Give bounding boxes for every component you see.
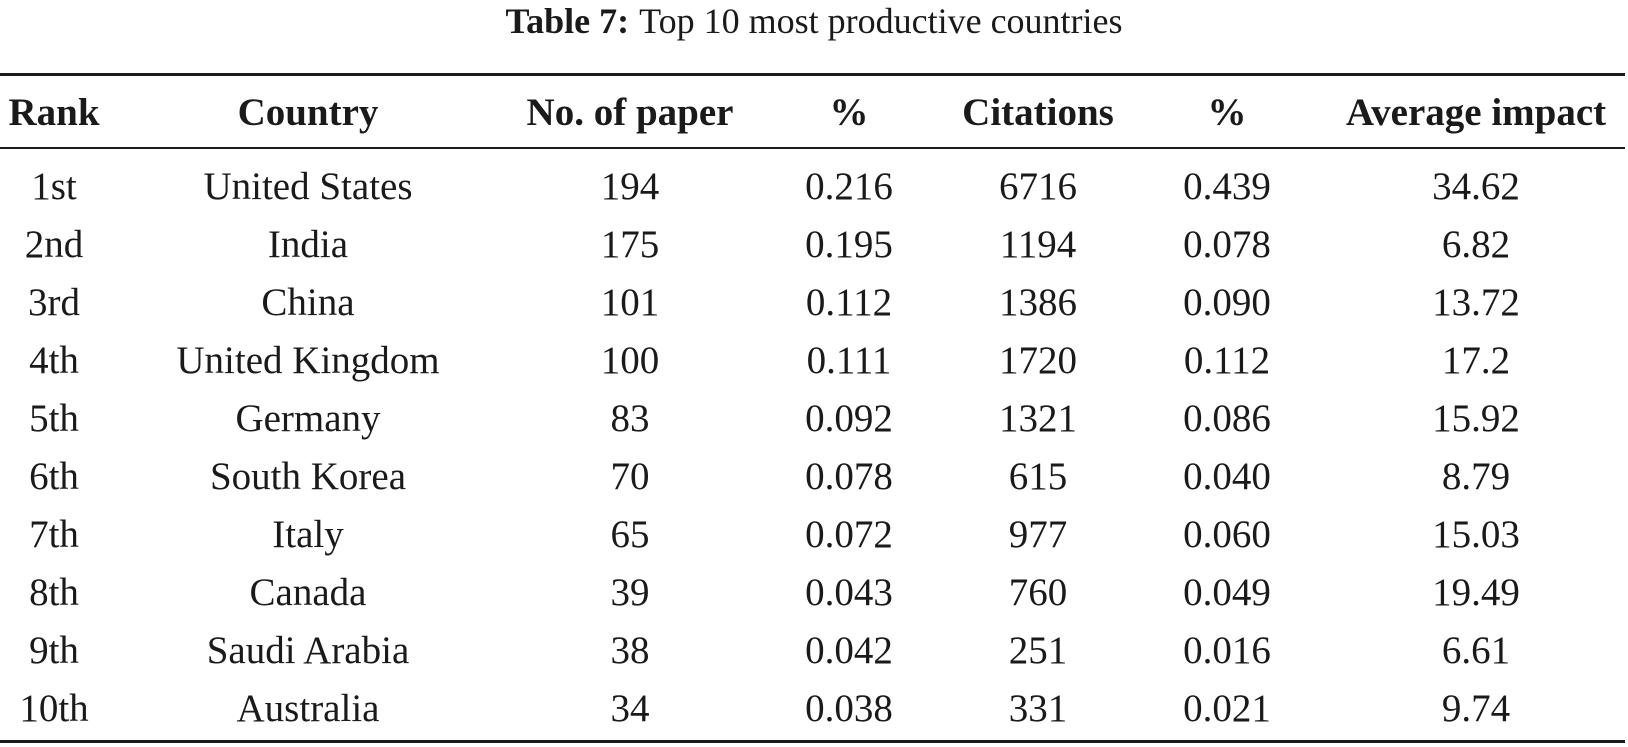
table-cell: 4th xyxy=(29,339,79,382)
table-cell: 615 xyxy=(1008,455,1068,498)
table-cell: 6th xyxy=(29,455,79,498)
header-cell: Citations xyxy=(962,91,1114,134)
table-cell: Saudi Arabia xyxy=(206,629,410,672)
table-cell: 1194 xyxy=(999,223,1077,266)
table-cell: 6.61 xyxy=(1441,629,1511,672)
top-rule xyxy=(0,73,1625,76)
table-cell: 0.439 xyxy=(1183,165,1271,208)
table-cell: 251 xyxy=(1008,629,1068,672)
table-caption: Table 7: Top 10 most productive countries xyxy=(0,0,1628,42)
table-cell: 8th xyxy=(29,571,79,614)
table-cell: 175 xyxy=(600,223,660,266)
table-cell: 3rd xyxy=(28,281,80,324)
table-cell: 0.042 xyxy=(805,629,893,672)
table-cell: United States xyxy=(203,165,413,208)
table-cell: 0.038 xyxy=(805,687,893,730)
table-cell: Germany xyxy=(235,397,381,440)
table-cell: 0.016 xyxy=(1183,629,1271,672)
header-cell: Rank xyxy=(8,91,100,134)
table-cell: 6716 xyxy=(999,165,1077,208)
table-cell: 0.092 xyxy=(805,397,893,440)
table-cell: 1321 xyxy=(999,397,1077,440)
table-cell: 977 xyxy=(1008,513,1068,556)
table-cell: 0.112 xyxy=(1183,339,1271,382)
table-cell: 194 xyxy=(600,165,660,208)
table-cell: 0.112 xyxy=(805,281,893,324)
table-cell: 0.216 xyxy=(805,165,893,208)
table-cell: 19.49 xyxy=(1432,571,1520,614)
table-cell: 83 xyxy=(610,397,650,440)
table-cell: 0.060 xyxy=(1183,513,1271,556)
table-cell: India xyxy=(267,223,349,266)
table-cell: Italy xyxy=(272,513,344,556)
table-cell: 0.072 xyxy=(805,513,893,556)
header-cell: No. of paper xyxy=(526,91,734,134)
table-cell: China xyxy=(261,281,355,324)
table-cell: 0.021 xyxy=(1183,687,1271,730)
table-cell: 39 xyxy=(610,571,650,614)
caption-text: Top 10 most productive countries xyxy=(639,1,1123,41)
table-cell: Canada xyxy=(249,571,367,614)
header-rule xyxy=(0,147,1625,149)
header-cell: Country xyxy=(237,91,379,134)
table-cell: South Korea xyxy=(209,455,407,498)
table-cell: 0.195 xyxy=(805,223,893,266)
caption-label: Table 7: xyxy=(505,1,630,41)
table-cell: 1386 xyxy=(999,281,1077,324)
table-cell: 1st xyxy=(31,165,77,208)
table-cell: 2nd xyxy=(24,223,84,266)
table-cell: Australia xyxy=(236,687,380,730)
table-cell: 15.03 xyxy=(1432,513,1520,556)
table-cell: 0.040 xyxy=(1183,455,1271,498)
table-cell: 760 xyxy=(1008,571,1068,614)
table-cell: 8.79 xyxy=(1441,455,1511,498)
table-cell: 1720 xyxy=(999,339,1077,382)
table-cell: 13.72 xyxy=(1432,281,1520,324)
table-cell: 6.82 xyxy=(1441,223,1511,266)
table-cell: 101 xyxy=(600,281,660,324)
table-cell: 0.111 xyxy=(806,339,892,382)
table-cell: 0.090 xyxy=(1183,281,1271,324)
table-cell: 70 xyxy=(610,455,650,498)
table-cell: 0.078 xyxy=(1183,223,1271,266)
table-cell: 0.078 xyxy=(805,455,893,498)
table-cell: 17.2 xyxy=(1441,339,1511,382)
table-cell: 0.049 xyxy=(1183,571,1271,614)
table-cell: 7th xyxy=(29,513,79,556)
table-cell: United Kingdom xyxy=(176,339,440,382)
table-cell: 0.043 xyxy=(805,571,893,614)
table-cell: 65 xyxy=(610,513,650,556)
table-cell: 0.086 xyxy=(1183,397,1271,440)
table-cell: 10th xyxy=(19,687,89,730)
table-cell: 9.74 xyxy=(1441,687,1511,730)
header-cell: Average impact xyxy=(1345,91,1607,134)
header-cell: % xyxy=(829,91,869,134)
table-cell: 38 xyxy=(610,629,650,672)
header-cell: % xyxy=(1207,91,1247,134)
table-cell: 34.62 xyxy=(1432,165,1520,208)
table-cell: 331 xyxy=(1008,687,1068,730)
table-cell: 5th xyxy=(29,397,79,440)
table-cell: 34 xyxy=(610,687,650,730)
table-cell: 15.92 xyxy=(1432,397,1520,440)
table-cell: 100 xyxy=(600,339,660,382)
bottom-rule xyxy=(0,740,1625,743)
table-cell: 9th xyxy=(29,629,79,672)
